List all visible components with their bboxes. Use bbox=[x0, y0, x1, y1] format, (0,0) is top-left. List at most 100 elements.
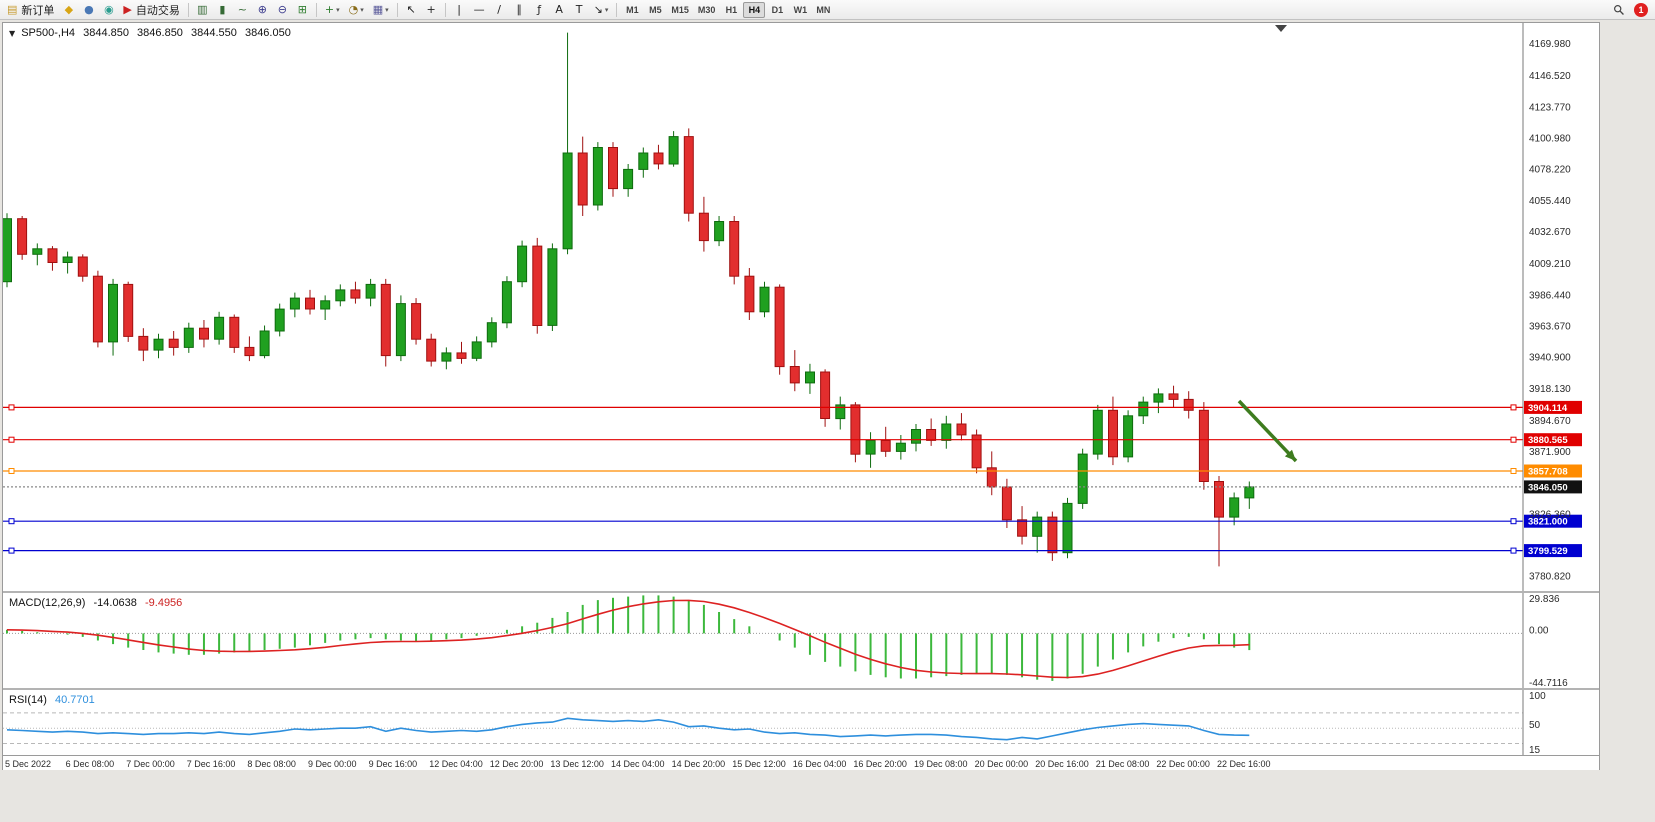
tile-windows-button[interactable]: ⊞ bbox=[293, 1, 312, 18]
level-handle bbox=[8, 468, 15, 474]
timeframe-m15-button[interactable]: M15 bbox=[671, 4, 689, 15]
rsi-panel[interactable]: RSI(14) 40.7701 100 50 15 bbox=[3, 688, 1599, 755]
metaeditor-icon-button[interactable]: ◆ bbox=[59, 1, 78, 18]
candle bbox=[1153, 393, 1164, 403]
periods-button[interactable]: ◔ ▾ bbox=[345, 1, 368, 18]
horizontal-line-button[interactable]: — bbox=[470, 1, 489, 18]
macd-signal-line bbox=[6, 599, 1250, 679]
candle bbox=[562, 152, 573, 250]
candle bbox=[683, 136, 694, 214]
macd-axis-tick: 29.836 bbox=[1529, 594, 1560, 605]
candle bbox=[1092, 409, 1103, 455]
candle bbox=[1077, 453, 1088, 504]
chevron-down-icon: ▾ bbox=[336, 5, 340, 14]
main-chart-panel[interactable]: ▼ SP500-,H4 3844.850 3846.850 3844.550 3… bbox=[3, 23, 1599, 591]
timeframe-d1-button[interactable]: D1 bbox=[771, 4, 784, 15]
price-axis-tick: 4078.220 bbox=[1529, 165, 1571, 176]
timeframe-w1-button[interactable]: W1 bbox=[793, 4, 808, 15]
timeframe-m30-button[interactable]: M30 bbox=[697, 4, 716, 15]
candle bbox=[259, 330, 270, 357]
crosshair-button[interactable]: + bbox=[422, 1, 441, 18]
fibonacci-icon: ƒ bbox=[537, 3, 542, 16]
candle bbox=[956, 423, 967, 436]
time-axis-label: 14 Dec 04:00 bbox=[611, 759, 665, 769]
bar-chart-type-button[interactable]: ▥ bbox=[193, 1, 212, 18]
cursor-button[interactable]: ↖ bbox=[402, 1, 421, 18]
autotrading-button[interactable]: ▶ 自动交易 bbox=[119, 1, 183, 18]
channel-button[interactable]: ∥ bbox=[510, 1, 529, 18]
candlestick-chart-type-button[interactable]: ▮ bbox=[213, 1, 232, 18]
candle bbox=[805, 371, 815, 384]
indicators-button[interactable]: + ▾ bbox=[321, 1, 344, 18]
time-axis-label: 12 Dec 20:00 bbox=[489, 759, 544, 769]
macd-main-value: -14.0638 bbox=[93, 597, 137, 609]
search-button[interactable] bbox=[1609, 1, 1629, 18]
candle bbox=[289, 297, 300, 310]
candle bbox=[183, 327, 194, 348]
price-badge bbox=[1524, 544, 1582, 558]
trendline-button[interactable]: / bbox=[490, 1, 509, 18]
price-axis-tick: 4032.670 bbox=[1529, 227, 1571, 238]
level-handle bbox=[1510, 547, 1517, 554]
time-axis-label: 6 Dec 08:00 bbox=[65, 759, 115, 769]
candle bbox=[486, 322, 497, 343]
candle bbox=[1168, 393, 1179, 400]
candle bbox=[199, 327, 209, 340]
toolbar-separator bbox=[396, 2, 398, 17]
price-axis-tick: 4123.770 bbox=[1529, 102, 1571, 113]
trendline-icon: / bbox=[497, 3, 502, 16]
time-axis-label: 12 Dec 04:00 bbox=[429, 759, 483, 769]
text-button[interactable]: A bbox=[550, 1, 569, 18]
horizontal-line-icon: — bbox=[473, 3, 485, 16]
macd-panel[interactable]: MACD(12,26,9) -14.0638 -9.4956 29.836 0.0… bbox=[3, 591, 1599, 688]
line-chart-type-button[interactable]: ~ bbox=[233, 1, 252, 18]
level-handle bbox=[1510, 436, 1517, 443]
candle bbox=[365, 283, 376, 299]
navigator-icon-button[interactable]: ◉ bbox=[99, 1, 118, 18]
price-badge bbox=[1524, 480, 1582, 494]
candle bbox=[32, 248, 43, 255]
timeframe-m5-button[interactable]: M5 bbox=[649, 4, 662, 15]
market-watch-icon-button[interactable]: ● bbox=[79, 1, 98, 18]
timeframe-mn-button[interactable]: MN bbox=[816, 4, 831, 15]
cursor-icon: ↖ bbox=[406, 3, 416, 16]
candle bbox=[1062, 502, 1073, 554]
zoom-in-button[interactable]: ⊕ bbox=[253, 1, 272, 18]
candle bbox=[865, 439, 876, 455]
price-axis-tick: 4009.210 bbox=[1529, 259, 1571, 270]
annotation-arrow-head bbox=[1284, 449, 1296, 461]
price-badge bbox=[1524, 464, 1582, 478]
macd-canvas[interactable]: 29.836 0.00 -44.7116 bbox=[3, 593, 1599, 688]
timeframe-m1-button[interactable]: M1 bbox=[626, 4, 639, 15]
candle bbox=[411, 303, 422, 340]
autotrading-icon: ▶ bbox=[123, 3, 132, 16]
zoom-out-button[interactable]: ⊖ bbox=[273, 1, 292, 18]
arrows-button[interactable]: ↘ ▾ bbox=[590, 1, 613, 18]
candle bbox=[714, 221, 725, 242]
vertical-line-button[interactable]: | bbox=[450, 1, 469, 18]
templates-button[interactable]: ▦ ▾ bbox=[369, 1, 393, 18]
notifications-badge[interactable]: 1 bbox=[1634, 2, 1648, 17]
price-badge-label: 3846.050 bbox=[1528, 482, 1568, 493]
main-chart-canvas[interactable]: 3904.114 3880.565 3857.708 3846.050 3821.000… bbox=[3, 23, 1599, 591]
fibonacci-button[interactable]: ƒ bbox=[530, 1, 549, 18]
price-axis-tick: 4100.980 bbox=[1529, 134, 1571, 145]
candle bbox=[229, 316, 240, 348]
timeframe-h4-button[interactable]: H4 bbox=[743, 1, 766, 18]
price-badge bbox=[1524, 433, 1582, 447]
time-axis[interactable]: 5 Dec 2022 6 Dec 08:00 7 Dec 00:00 7 Dec 16… bbox=[3, 755, 1599, 773]
chart-menu-icon[interactable]: ▼ bbox=[9, 29, 16, 38]
candle bbox=[320, 300, 331, 310]
chart-symbol-period: SP500-,H4 bbox=[21, 27, 76, 39]
candle bbox=[1032, 516, 1043, 537]
new-order-button[interactable]: ▤ 新订单 bbox=[3, 1, 58, 18]
rsi-canvas[interactable]: 100 50 15 bbox=[3, 690, 1599, 755]
text-label-icon: T bbox=[575, 3, 583, 16]
candle bbox=[1017, 519, 1028, 537]
candle bbox=[608, 147, 618, 190]
price-axis-tick: 4146.520 bbox=[1529, 71, 1571, 82]
price-axis-tick: 3894.670 bbox=[1529, 416, 1571, 427]
new-order-button-label: 新订单 bbox=[21, 4, 55, 17]
timeframe-h1-button[interactable]: H1 bbox=[725, 4, 738, 15]
text-label-button[interactable]: T bbox=[570, 1, 589, 18]
